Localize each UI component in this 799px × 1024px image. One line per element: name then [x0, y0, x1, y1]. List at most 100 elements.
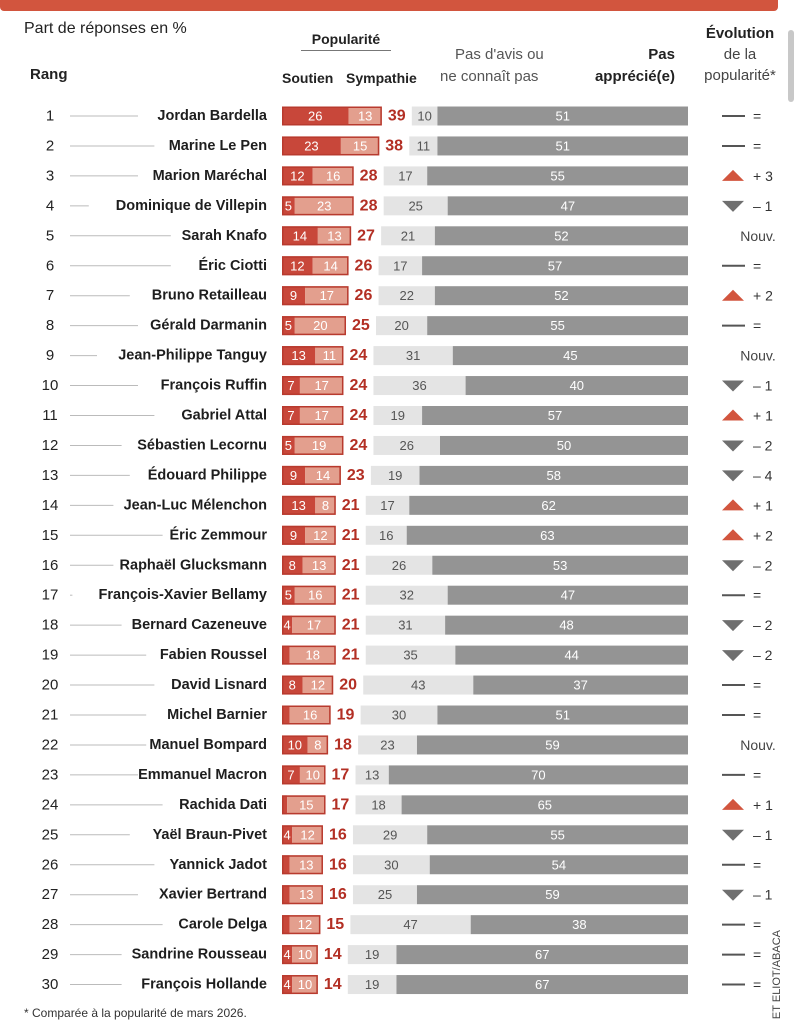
- rank-label: 7: [46, 287, 54, 304]
- disliked-value: 48: [559, 618, 573, 633]
- no-opinion-bar: [347, 945, 397, 965]
- disliked-bar: [455, 645, 688, 665]
- rank-label: 1: [46, 108, 54, 125]
- candidate-name: Marine Le Pen: [169, 138, 267, 154]
- rank-label: 30: [42, 976, 59, 993]
- disliked-value: 57: [548, 408, 562, 423]
- sympathy-value: 16: [326, 168, 340, 183]
- no-opinion-value: 36: [412, 378, 426, 393]
- rank-label: 27: [42, 886, 59, 903]
- support-value: 7: [287, 408, 294, 423]
- disliked-value: 55: [550, 318, 564, 333]
- no-opinion-bar: [411, 106, 438, 126]
- evolution-value: – 1: [753, 378, 773, 394]
- candidate-name: Yannick Jadot: [169, 857, 267, 873]
- no-opinion-value: 43: [411, 678, 425, 693]
- disliked-bar: [434, 226, 688, 246]
- arrow-up-icon: [722, 289, 744, 301]
- support-value: 8: [289, 558, 296, 573]
- support-bar: [282, 435, 295, 455]
- sympathy-value: 13: [299, 857, 313, 872]
- popularity-bar-outline: [282, 166, 354, 186]
- sympathy-value: 17: [307, 618, 321, 633]
- support-bar: [282, 555, 303, 575]
- evolution-value: =: [753, 977, 761, 993]
- no-opinion-value: 13: [365, 767, 379, 782]
- disliked-value: 63: [540, 528, 554, 543]
- top-banner: [0, 0, 778, 11]
- rank-header: Rang: [30, 66, 68, 83]
- sympathy-value: 15: [299, 797, 313, 812]
- evolution-value: + 1: [753, 408, 773, 424]
- sympathy-value: 12: [298, 917, 312, 932]
- total-value: 16: [329, 856, 347, 873]
- support-value: 5: [285, 588, 292, 603]
- sympathy-bar: [292, 945, 318, 965]
- total-value: 24: [349, 347, 367, 364]
- support-bar: [282, 645, 290, 665]
- sympathy-value: 18: [305, 648, 319, 663]
- sympathy-bar: [307, 735, 329, 755]
- rank-label: 17: [42, 587, 59, 604]
- no-opinion-value: 30: [392, 708, 406, 723]
- disliked-bar: [422, 406, 688, 425]
- disliked-header-line2: apprécié(e): [594, 68, 675, 85]
- sympathy-value: 15: [353, 138, 367, 153]
- disliked-value: 38: [572, 917, 586, 932]
- arrow-down-icon: [722, 380, 744, 392]
- popularity-bar-outline: [282, 735, 329, 755]
- no-opinion-bar: [352, 855, 430, 875]
- disliked-bar: [396, 945, 688, 965]
- total-value: 14: [324, 946, 342, 963]
- no-opinion-bar: [378, 256, 423, 276]
- popularity-bar-outline: [282, 136, 380, 156]
- sympathy-value: 13: [358, 109, 372, 124]
- sympathy-value: 20: [313, 318, 327, 333]
- total-value: 21: [342, 617, 360, 634]
- sympathy-bar: [305, 525, 336, 545]
- scrollbar-thumb[interactable]: [788, 30, 794, 102]
- disliked-value: 53: [553, 558, 567, 573]
- no-opinion-value: 32: [399, 588, 413, 603]
- sympathy-value: 13: [327, 228, 341, 243]
- total-value: 17: [332, 796, 350, 813]
- no-opinion-value: 26: [399, 438, 413, 453]
- total-value: 24: [349, 437, 367, 454]
- arrow-down-icon: [722, 470, 744, 482]
- rank-label: 12: [42, 437, 59, 454]
- no-opinion-value: 30: [384, 857, 398, 872]
- candidate-name: Emmanuel Macron: [138, 767, 267, 783]
- disliked-value: 51: [555, 708, 569, 723]
- evolution-value: + 3: [753, 168, 773, 184]
- sympathy-bar: [312, 166, 354, 186]
- disliked-value: 62: [541, 498, 555, 513]
- sympathy-value: 14: [316, 468, 330, 483]
- disliked-value: 67: [535, 977, 549, 992]
- sympathy-bar: [294, 316, 346, 336]
- sympathy-header: Sympathie: [346, 70, 417, 86]
- popularity-header: Popularité: [311, 31, 381, 47]
- sympathy-value: 17: [314, 378, 328, 393]
- no-opinion-bar: [365, 645, 456, 665]
- popularity-bar-outline: [282, 975, 318, 995]
- sympathy-bar: [315, 495, 336, 515]
- support-bar: [282, 346, 316, 366]
- popularity-bar-outline: [282, 885, 323, 905]
- no-opinion-value: 22: [399, 288, 413, 303]
- support-value: 26: [308, 109, 322, 124]
- sympathy-bar: [294, 435, 344, 455]
- support-bar: [282, 495, 316, 515]
- evolution-value: =: [753, 947, 761, 963]
- candidate-name: Sébastien Lecornu: [137, 437, 267, 453]
- no-opinion-bar: [352, 825, 428, 845]
- rank-label: 26: [42, 856, 59, 873]
- disliked-value: 52: [554, 288, 568, 303]
- popularity-bar-outline: [282, 346, 344, 366]
- popularity-chart: 1 Jordan Bardella 26 13 39 10 51 =2 Marine Le Pe…: [42, 106, 776, 995]
- sympathy-bar: [294, 196, 354, 216]
- evolution-header-line1: Évolution: [705, 25, 775, 42]
- support-value: 4: [284, 977, 291, 992]
- disliked-bar: [470, 915, 688, 935]
- photo-credit: ET ELIOT/ABACA: [771, 930, 783, 1020]
- candidate-name: François-Xavier Bellamy: [99, 587, 267, 603]
